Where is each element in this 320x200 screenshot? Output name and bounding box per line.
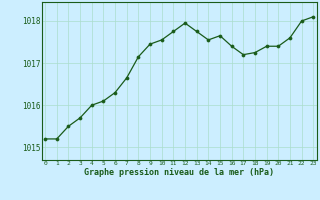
X-axis label: Graphe pression niveau de la mer (hPa): Graphe pression niveau de la mer (hPa) (84, 168, 274, 177)
